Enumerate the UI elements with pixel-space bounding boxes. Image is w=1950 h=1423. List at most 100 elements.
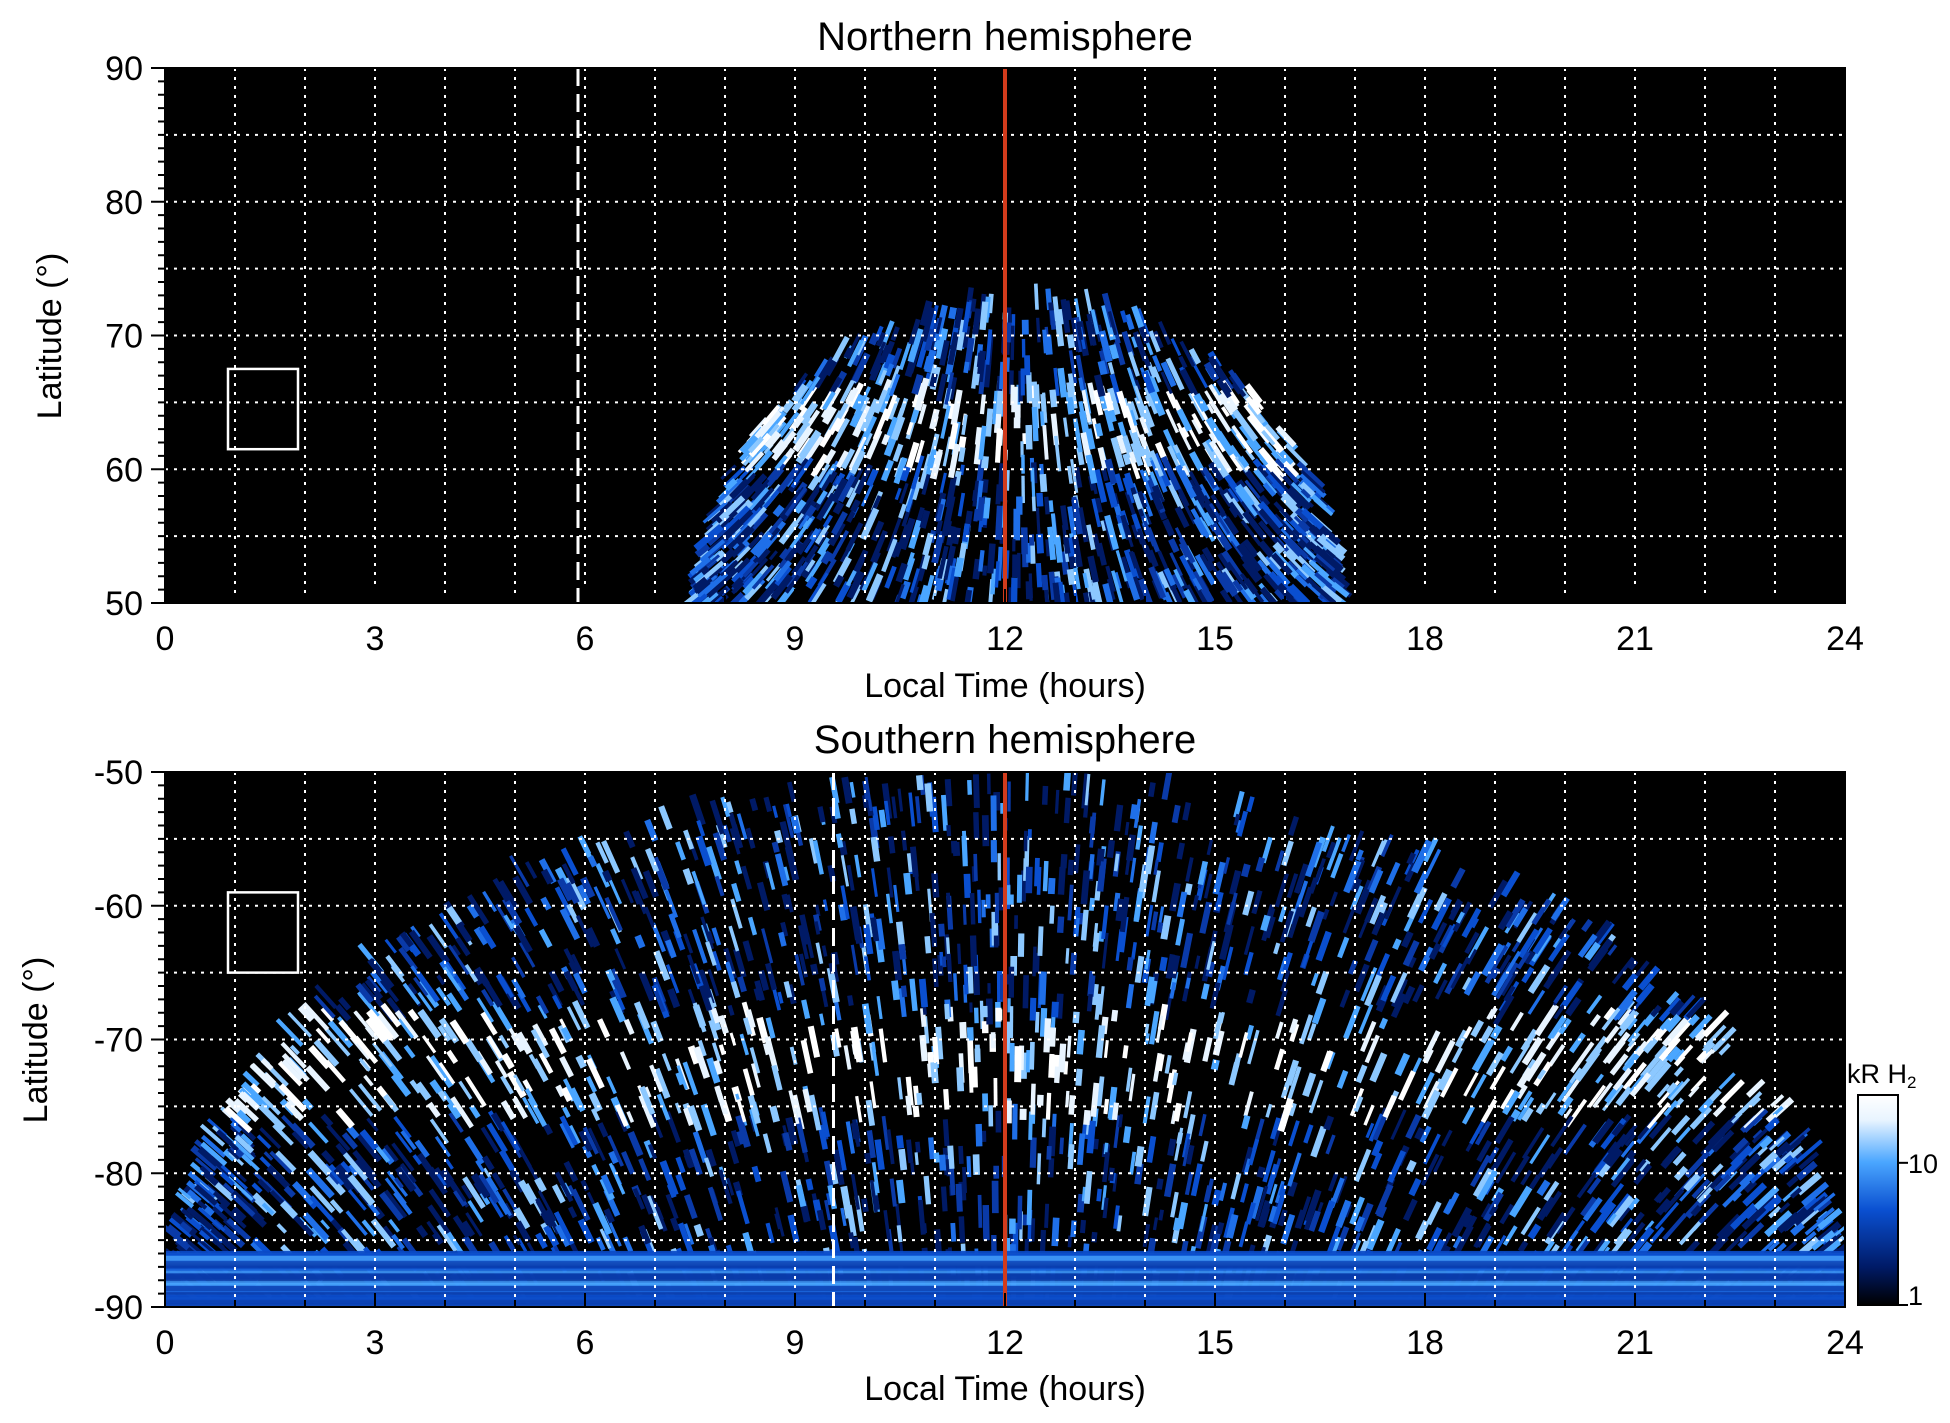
emission-streak — [1743, 1108, 1769, 1134]
emission-streak — [1168, 538, 1180, 554]
emission-streak — [1575, 1050, 1601, 1082]
emission-streak — [1264, 423, 1280, 441]
emission-streak — [795, 831, 804, 847]
emission-streak — [260, 1058, 274, 1071]
emission-streak — [683, 1107, 694, 1127]
emission-streak — [908, 519, 923, 550]
emission-streak — [1743, 1179, 1758, 1194]
emission-streak — [364, 1025, 376, 1038]
emission-streak — [855, 340, 866, 356]
emission-streak — [1684, 1150, 1711, 1179]
emission-streak — [1284, 443, 1308, 467]
emission-streak — [837, 474, 856, 503]
emission-streak — [576, 884, 591, 906]
colorbar-gradient — [1857, 1094, 1899, 1306]
emission-streak — [996, 546, 1003, 581]
emission-streak — [1461, 1215, 1478, 1239]
emission-streak — [961, 835, 968, 867]
emission-streak — [197, 1200, 208, 1210]
emission-streak — [1278, 532, 1302, 557]
emission-streak — [1398, 1070, 1416, 1101]
emission-streak — [847, 339, 864, 368]
emission-streak — [821, 405, 837, 425]
emission-streak — [889, 1178, 897, 1207]
emission-streak — [434, 1135, 451, 1158]
emission-streak — [599, 1228, 612, 1249]
emission-streak — [1201, 466, 1218, 489]
emission-streak — [194, 1184, 219, 1206]
emission-streak — [753, 987, 764, 1001]
emission-streak — [860, 483, 874, 507]
emission-streak — [357, 990, 380, 1018]
emission-streak — [1796, 1171, 1822, 1196]
emission-streak — [1516, 912, 1538, 944]
emission-streak — [1671, 1114, 1691, 1136]
emission-streak — [1126, 956, 1134, 971]
emission-streak — [1067, 884, 1074, 921]
emission-streak — [464, 1038, 483, 1063]
emission-streak — [390, 1073, 412, 1098]
emission-streak — [1570, 1041, 1595, 1074]
emission-streak — [1176, 891, 1188, 918]
emission-streak — [564, 882, 580, 905]
emission-streak — [692, 576, 708, 591]
emission-streak — [1065, 948, 1070, 964]
emission-streak — [831, 335, 850, 363]
emission-streak — [1190, 508, 1211, 539]
emission-streak — [1288, 1018, 1299, 1034]
emission-streak — [284, 1101, 305, 1122]
emission-streak — [1181, 426, 1190, 438]
emission-streak — [1247, 1029, 1260, 1065]
emission-streak — [1238, 423, 1262, 452]
emission-streak — [206, 1118, 228, 1137]
emission-streak — [1543, 1092, 1557, 1110]
emission-streak — [1097, 360, 1108, 376]
emission-streak — [675, 841, 686, 861]
emission-streak — [915, 1141, 921, 1153]
emission-streak — [802, 1088, 813, 1113]
emission-streak — [1725, 1230, 1748, 1253]
emission-streak — [925, 449, 937, 475]
emission-streak — [1485, 1051, 1504, 1077]
emission-streak — [951, 527, 961, 545]
emission-streak — [970, 298, 977, 312]
emission-streak — [1041, 574, 1049, 591]
emission-streak — [1622, 1052, 1640, 1073]
emission-streak — [1072, 418, 1083, 453]
emission-streak — [1222, 382, 1232, 394]
emission-streak — [906, 852, 915, 873]
emission-streak — [1188, 347, 1202, 365]
emission-streak — [1202, 1037, 1213, 1062]
emission-streak — [813, 358, 830, 379]
emission-streak — [1051, 1001, 1059, 1018]
emission-streak — [1287, 1180, 1298, 1197]
emission-streak — [706, 930, 715, 945]
emission-streak — [665, 964, 680, 994]
emission-streak — [1116, 1215, 1123, 1232]
emission-streak — [1076, 1193, 1086, 1213]
emission-streak — [434, 1166, 452, 1189]
emission-streak — [428, 923, 448, 949]
emission-streak — [1172, 1072, 1179, 1086]
emission-streak — [795, 1184, 807, 1208]
emission-streak — [1673, 1054, 1686, 1067]
emission-streak — [953, 470, 962, 486]
emission-streak — [1208, 450, 1230, 479]
emission-streak — [718, 495, 746, 522]
emission-streak — [398, 931, 414, 949]
emission-streak — [165, 1224, 189, 1247]
emission-streak — [1058, 1043, 1067, 1073]
emission-streak — [597, 1122, 609, 1138]
emission-streak — [302, 1212, 330, 1241]
emission-streak — [820, 550, 833, 565]
emission-streak — [471, 971, 484, 986]
y-axis-title: Latitude (°) — [31, 253, 69, 420]
emission-streak — [340, 1160, 352, 1174]
emission-streak — [908, 577, 920, 603]
emission-streak — [972, 308, 982, 335]
emission-streak — [1512, 907, 1529, 928]
emission-streak — [251, 1182, 263, 1194]
emission-streak — [1632, 1211, 1645, 1226]
emission-streak — [943, 1088, 950, 1110]
emission-streak — [900, 830, 908, 851]
